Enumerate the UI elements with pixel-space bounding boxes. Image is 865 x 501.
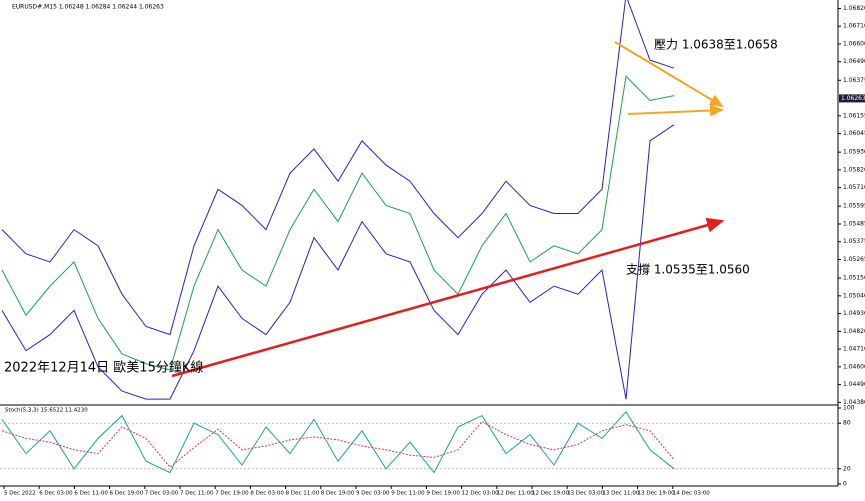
y-tick-label: 20: [843, 465, 851, 472]
y-tick-label: 1.06155: [843, 112, 865, 119]
chart-title: EURUSD#,M15 1.06248 1.06284 1.06244 1.06…: [12, 4, 164, 11]
x-tick-label: 8 Dec 19:00: [321, 491, 355, 497]
x-tick-label: 14 Dec 03:00: [673, 491, 710, 497]
x-tick-label: 6 Dec 03:00: [39, 491, 73, 497]
x-tick-label: 9 Dec 19:00: [426, 491, 460, 497]
y-tick-label: 1.06490: [843, 58, 865, 65]
resistance-trendline: [614, 41, 724, 108]
series-line: [1, 421, 675, 468]
x-tick-label: 8 Dec 03:00: [250, 491, 284, 497]
series-line: [1, 410, 675, 474]
y-tick-label: 1.04930: [843, 310, 865, 317]
y-tick-label: 0: [843, 481, 847, 488]
y-tick-label: 1.05040: [843, 292, 865, 299]
series-line: [1, 124, 675, 400]
y-tick-label: 1.04600: [843, 363, 865, 370]
y-tick-label: 1.06045: [843, 130, 865, 137]
y-tick-label: 1.05265: [843, 256, 865, 263]
x-tick-label: 9 Dec 11:00: [391, 491, 425, 497]
x-tick-label: 13 Dec 03:00: [567, 491, 604, 497]
series-line: [1, 75, 675, 371]
annotation: 壓力 1.0638至1.0658: [654, 38, 778, 52]
indicator-title: Stoch(5,3,3) 15.6522 11.4230: [5, 408, 88, 414]
x-tick-label: 12 Dec 03:00: [462, 491, 499, 497]
y-tick-label: 1.06710: [843, 23, 865, 30]
series-line: [1, 0, 675, 336]
current-price-label: 1.06263: [841, 95, 865, 102]
x-tick-label: 13 Dec 19:00: [638, 491, 675, 497]
x-tick-label: 12 Dec 19:00: [532, 491, 569, 497]
y-tick-label: 1.05820: [843, 166, 865, 173]
x-tick-label: 7 Dec 19:00: [215, 491, 249, 497]
x-tick-label: 5 Dec 2022: [4, 491, 36, 497]
y-tick-label: 1.04820: [843, 328, 865, 335]
y-tick-label: 1.06820: [843, 5, 865, 12]
lower-trendline: [627, 104, 724, 117]
y-tick-label: 80: [843, 420, 851, 427]
annotation: 支撐 1.0535至1.0560: [626, 263, 750, 277]
x-tick-label: 7 Dec 03:00: [145, 491, 179, 497]
y-tick-label: 1.04380: [843, 399, 865, 406]
y-tick-label: 1.04710: [843, 346, 865, 353]
x-tick-label: 6 Dec 19:00: [110, 491, 144, 497]
y-tick-label: 1.05375: [843, 238, 865, 245]
x-tick-label: 7 Dec 11:00: [180, 491, 214, 497]
x-tick-label: 12 Dec 11:00: [497, 491, 534, 497]
x-tick-label: 8 Dec 11:00: [286, 491, 320, 497]
x-tick-label: 13 Dec 11:00: [602, 491, 639, 497]
x-tick-label: 6 Dec 11:00: [74, 491, 108, 497]
x-tick-label: 9 Dec 03:00: [356, 491, 390, 497]
y-tick-label: 1.04490: [843, 381, 865, 388]
annotation: 2022年12月14日 歐美15分鐘K線: [4, 360, 203, 376]
current-price-box: [839, 94, 865, 103]
y-tick-label: 1.05710: [843, 184, 865, 191]
y-tick-label: 1.05150: [843, 275, 865, 282]
support-trendline: [171, 217, 725, 378]
y-tick-label: 1.05595: [843, 203, 865, 210]
y-tick-label: 1.06375: [843, 77, 865, 84]
y-tick-label: 1.05485: [843, 220, 865, 227]
y-tick-label: 1.06600: [843, 40, 865, 47]
y-tick-label: 100: [843, 405, 855, 412]
y-tick-label: 1.05930: [843, 149, 865, 156]
